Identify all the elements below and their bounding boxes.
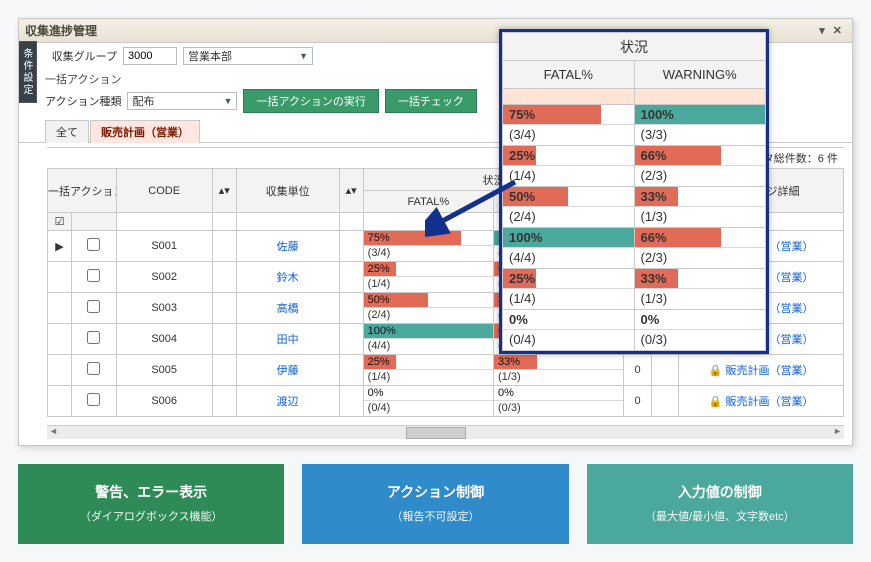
table-row[interactable]: S005 伊藤 25% (1/4) 33% (1/3) 0 🔒販売計画（営業）: [48, 355, 844, 386]
row-num: 0: [624, 386, 651, 417]
side-tab-conditions[interactable]: 条件設定: [19, 41, 37, 103]
row-checkbox[interactable]: [72, 262, 117, 293]
group-name-select[interactable]: 営業本部 ▼: [183, 47, 313, 65]
row-indicator: ▶: [48, 231, 72, 262]
row-package-link[interactable]: 🔒販売計画（営業）: [679, 355, 844, 386]
zoom-col-fatal: FATAL%: [503, 61, 635, 89]
row-code: S002: [116, 262, 212, 293]
tab-all[interactable]: 全て: [45, 120, 89, 143]
card-title: 警告、エラー表示: [26, 482, 276, 502]
card-title: 入力値の制御: [595, 482, 845, 502]
tab-sales-plan[interactable]: 販売計画（営業）: [90, 120, 200, 143]
row-unit[interactable]: 佐藤: [236, 231, 339, 262]
row-checkbox[interactable]: [72, 293, 117, 324]
card-subtitle: （ダイアログボックス機能）: [26, 508, 276, 524]
col-batch[interactable]: 一括アクション: [48, 169, 117, 213]
zoom-row: 25% (1/4) 33% (1/3): [503, 269, 766, 310]
row-checkbox[interactable]: [72, 355, 117, 386]
row-unit[interactable]: 渡辺: [236, 386, 339, 417]
row-indicator: [48, 262, 72, 293]
feature-card: 警告、エラー表示 （ダイアログボックス機能）: [18, 464, 284, 544]
zoom-row: 50% (2/4) 33% (1/3): [503, 187, 766, 228]
chevron-down-icon: ▼: [299, 51, 308, 61]
row-fatal: 100% (4/4): [363, 324, 493, 355]
batch-check-button[interactable]: 一括チェック: [385, 89, 477, 113]
group-label: 収集グループ: [45, 48, 117, 64]
row-unit[interactable]: 伊藤: [236, 355, 339, 386]
row-code: S005: [116, 355, 212, 386]
row-indicator: [48, 324, 72, 355]
exec-batch-button[interactable]: 一括アクションの実行: [243, 89, 378, 113]
lock-icon: 🔒: [709, 364, 723, 377]
feature-card: 入力値の制御 （最大値/最小値、文字数etc）: [587, 464, 853, 544]
zoom-col-warning: WARNING%: [634, 61, 766, 89]
card-title: アクション制御: [310, 482, 560, 502]
group-name-value: 営業本部: [188, 48, 232, 64]
row-fatal: 50% (2/4): [363, 293, 493, 324]
horizontal-scrollbar[interactable]: [47, 425, 844, 439]
row-unit[interactable]: 鈴木: [236, 262, 339, 293]
action-type-select[interactable]: 配布 ▼: [127, 92, 237, 110]
window-dropdown-icon[interactable]: ▾: [815, 24, 829, 37]
col-unit[interactable]: 収集単位: [236, 169, 339, 213]
card-subtitle: （最大値/最小値、文字数etc）: [595, 508, 845, 524]
row-checkbox[interactable]: [72, 324, 117, 355]
group-code-input[interactable]: [123, 47, 177, 65]
row-fatal: 0% (0/4): [363, 386, 493, 417]
zoom-row: 25% (1/4) 66% (2/3): [503, 146, 766, 187]
row-code: S006: [116, 386, 212, 417]
action-type-value: 配布: [132, 93, 154, 109]
col-code[interactable]: CODE: [116, 169, 212, 213]
chevron-down-icon: ▼: [224, 96, 233, 106]
row-indicator: [48, 293, 72, 324]
zoom-row: 75% (3/4) 100% (3/3): [503, 105, 766, 146]
row-indicator: [48, 355, 72, 386]
lock-icon: 🔒: [709, 395, 723, 408]
sort-icon[interactable]: ▴▾: [212, 169, 236, 213]
callout-arrow-icon: [425, 177, 525, 237]
window-close-icon[interactable]: ✕: [829, 24, 846, 37]
row-checkbox[interactable]: [72, 386, 117, 417]
zoom-group: 状況: [503, 33, 766, 61]
sort-icon[interactable]: ▴▾: [339, 169, 363, 213]
app-window: 収集進捗管理 ▾ ✕ 条件設定 収集グループ 営業本部 ▼ 一括アクション アク…: [18, 18, 853, 446]
table-row[interactable]: S006 渡辺 0% (0/4) 0% (0/3) 0 🔒販売計画（営業）: [48, 386, 844, 417]
window-title: 収集進捗管理: [25, 22, 97, 39]
feature-card: アクション制御 （報告不可設定）: [302, 464, 568, 544]
row-fatal: 25% (1/4): [363, 355, 493, 386]
row-package-link[interactable]: 🔒販売計画（営業）: [679, 386, 844, 417]
row-unit[interactable]: 田中: [236, 324, 339, 355]
row-warning: 0% (0/3): [494, 386, 624, 417]
card-subtitle: （報告不可設定）: [310, 508, 560, 524]
row-code: S004: [116, 324, 212, 355]
zoom-row: 0% (0/4) 0% (0/3): [503, 310, 766, 351]
zoom-row: 100% (4/4) 66% (2/3): [503, 228, 766, 269]
row-indicator: [48, 386, 72, 417]
row-unit[interactable]: 高橋: [236, 293, 339, 324]
feature-cards: 警告、エラー表示 （ダイアログボックス機能）アクション制御 （報告不可設定）入力…: [18, 464, 853, 544]
row-warning: 33% (1/3): [494, 355, 624, 386]
row-fatal: 25% (1/4): [363, 262, 493, 293]
status-zoom-popover: 状況 FATAL% WARNING% 75% (3/4) 100% (3/3) …: [499, 29, 769, 354]
row-num: 0: [624, 355, 651, 386]
row-code: S003: [116, 293, 212, 324]
row-code: S001: [116, 231, 212, 262]
row-checkbox[interactable]: [72, 231, 117, 262]
action-type-label: アクション種類: [45, 93, 121, 109]
